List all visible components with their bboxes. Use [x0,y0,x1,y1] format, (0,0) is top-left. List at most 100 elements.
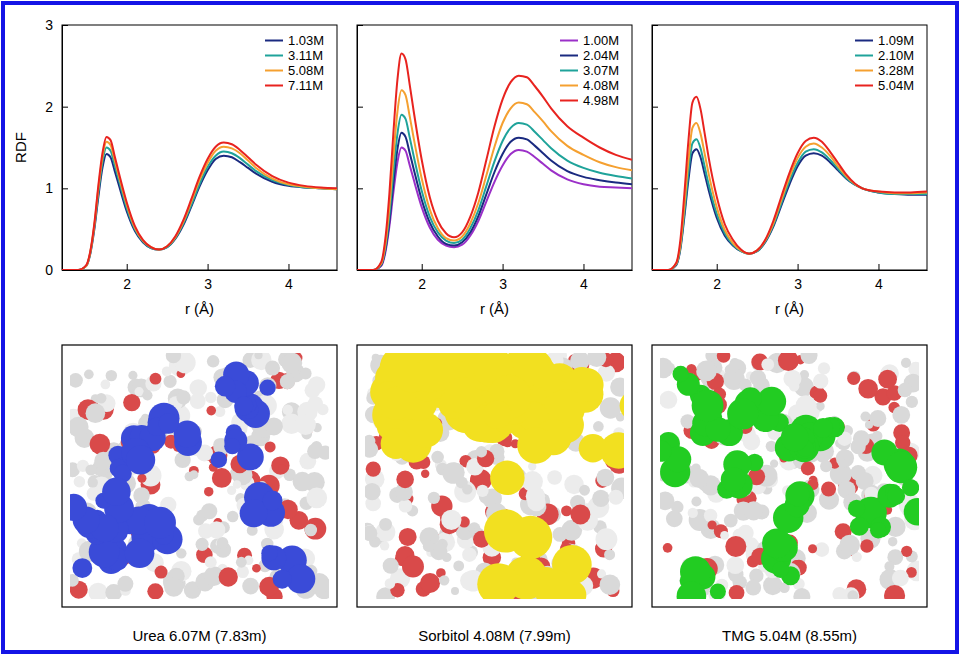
y-tick [357,188,363,189]
legend-swatch [560,55,578,57]
rdf-line [62,148,337,271]
surface-spot [213,438,225,450]
x-tick-mark [878,264,879,270]
x-axis-title: r (Å) [775,300,804,317]
solute-blob [620,390,624,421]
rdf-line [357,148,632,271]
surface-spot [242,578,259,595]
surface-spot [462,547,476,561]
legend-label: 1.09M [878,33,914,48]
figure: 2340123r (Å)RDF1.03M3.11M5.08M7.11M234r … [0,0,960,655]
x-axis: 234 [358,264,633,292]
surface-spot [236,557,247,568]
surface-spot [365,525,377,540]
lines [357,54,632,270]
legend-label: 3.11M [288,48,323,63]
surface-spot [906,396,918,408]
panel: 234r (Å)1.09M2.10M3.28M5.04M [652,25,928,317]
surface-spot [431,451,444,464]
surface-spot [872,431,882,441]
legend-swatch [855,70,873,72]
surface-spot [207,355,219,367]
legend-label: 2.04M [583,48,619,63]
legend-label: 3.07M [583,63,619,78]
y-tick-mark [62,188,68,189]
surface-spot [123,394,140,411]
solute-blob [144,507,176,539]
surface-spot [205,556,217,568]
surface-spot [96,393,106,403]
rdf-line [62,142,337,270]
surface-spot [892,570,909,587]
surface-ground [70,353,329,599]
surface-spot [86,403,106,423]
surface-spot [691,496,701,506]
surface-spot [600,397,621,418]
surface-spot [842,587,859,599]
surface-spot [579,485,590,496]
y-tick [652,270,658,271]
legend-label: 2.10M [878,48,914,63]
surface-spot [587,353,606,367]
surface-spot [884,585,905,599]
surface-spot [265,361,280,376]
legend-swatch [855,55,873,57]
surface-spot [608,490,623,505]
surface-spot [901,546,912,557]
surface-spot [813,373,828,388]
plot-frame [357,25,632,270]
legend-label: 4.08M [583,78,619,93]
image-caption: TMG 5.04M (8.55m) [722,627,857,644]
y-tick-mark [357,270,363,271]
surface-spot [208,521,225,538]
surface-spot [729,585,745,599]
surface-spot [365,441,378,458]
x-tick: 2 [123,264,131,292]
legend-swatch [560,40,578,42]
y-axis-title: RDF [12,132,29,163]
image-caption: Sorbitol 4.08M (7.99m) [418,627,571,644]
x-tick-mark [583,264,584,270]
solute-blob [215,376,236,397]
surface-spot [365,483,381,500]
surface [70,353,329,599]
surface-spot [783,370,801,388]
surface-spot [898,383,913,398]
rdf-line [357,115,632,270]
solute-blob [534,569,574,599]
rdf-line [357,90,632,270]
surface-spot [278,464,286,472]
solute-blob [70,494,87,521]
solute-blob [692,390,724,422]
x-tick-label: 3 [499,276,507,292]
surface-spot [128,371,137,380]
surface-spot [720,531,729,540]
surface-spot [219,567,238,586]
plot-frame [62,25,337,270]
surface-spot [133,487,149,503]
y-tick [652,188,658,189]
surface-spot [726,556,744,574]
surface-spot [717,353,731,363]
solute-blob [850,517,869,536]
surface-spot [155,566,168,579]
solute-blob [102,478,131,507]
surface-spot [300,368,312,380]
surface-spot [101,380,111,390]
surface-spot [293,472,312,491]
surface-spot [233,480,241,488]
surface-spot [70,373,83,388]
surface-ground [660,353,919,599]
surface-spot [85,464,96,475]
rdf-line [652,139,927,270]
y-tick-mark [652,25,658,26]
solute-blob [710,583,726,599]
surface-spot [280,374,295,389]
solute-blob [210,451,227,468]
surface-spot [561,506,572,517]
legend-label: 4.98M [583,93,619,108]
surface-spot [462,484,472,494]
y-tick-label: 0 [45,262,53,278]
surface-spot [820,460,832,472]
surface-spot [725,536,746,557]
